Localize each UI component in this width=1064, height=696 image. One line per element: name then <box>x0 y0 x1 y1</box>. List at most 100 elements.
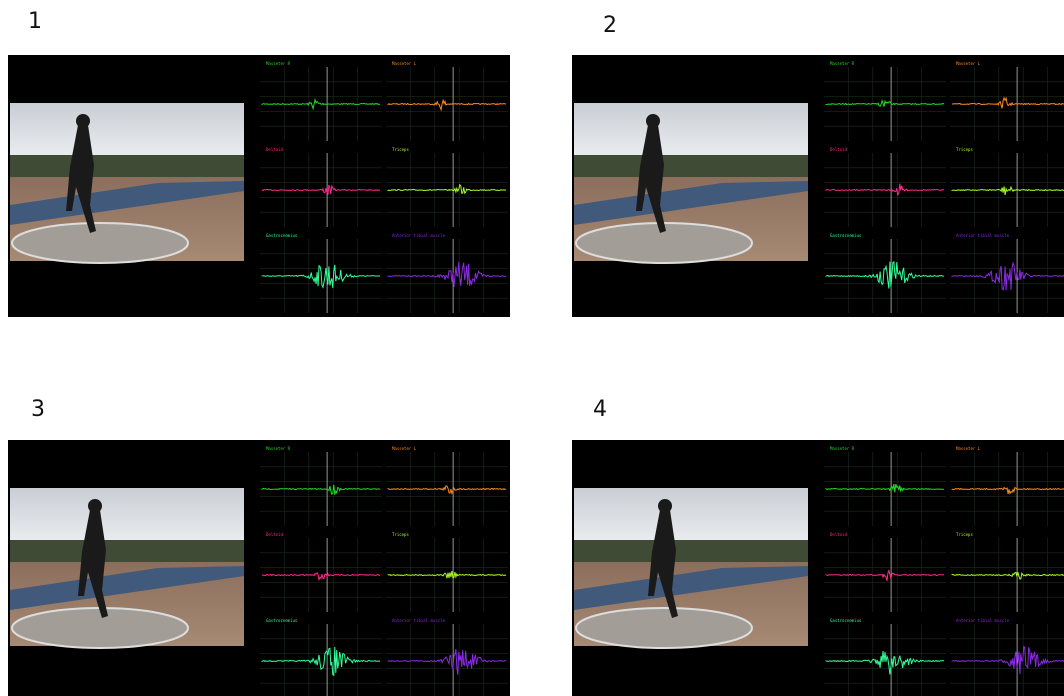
channel-name: Gastrocnemius <box>830 618 862 623</box>
channel-name: Deltoid <box>266 532 283 537</box>
emg-signal <box>387 183 507 195</box>
channel-name: Deltoid <box>266 147 283 152</box>
emg-signal <box>387 98 507 112</box>
emg-scope: Triceps <box>386 532 508 612</box>
emg-signal <box>951 645 1064 674</box>
emg-signal <box>387 261 507 288</box>
panel: Masseter R Masseter L Deltoid Triceps Gastro… <box>572 55 1064 317</box>
video-frame <box>10 103 244 264</box>
video-frame <box>574 103 808 264</box>
athlete-head <box>76 114 90 128</box>
channel-name: Triceps <box>392 532 409 537</box>
channel-name: Masseter L <box>956 446 981 451</box>
athlete-head <box>658 499 672 513</box>
sky <box>10 488 244 548</box>
emg-scope: Gastrocnemius <box>824 618 946 696</box>
emg-scope: Deltoid <box>824 147 946 227</box>
emg-signal <box>261 571 380 582</box>
emg-signal <box>951 185 1064 195</box>
panel-label: 1 <box>28 9 42 34</box>
panel: Masseter R Masseter L Deltoid Triceps Gastro… <box>572 440 1064 696</box>
emg-scope: Anterior tibial muscle <box>386 233 508 313</box>
channel-name: Anterior tibial muscle <box>956 233 1010 238</box>
panel-label: 2 <box>603 13 617 38</box>
emg-signal <box>951 571 1064 580</box>
channel-name: Deltoid <box>830 532 847 537</box>
channel-name: Triceps <box>392 147 409 152</box>
channel-name: Anterior tibial muscle <box>956 618 1010 623</box>
athlete <box>66 125 96 233</box>
channel-name: Masseter L <box>392 61 417 66</box>
sky <box>10 103 244 163</box>
panel-label: 3 <box>31 397 45 422</box>
emg-signal <box>387 570 507 579</box>
throwing-circle <box>11 607 189 649</box>
athlete-head <box>646 114 660 128</box>
video-frame <box>574 488 808 649</box>
emg-scope: Masseter R <box>260 446 382 526</box>
trees <box>10 155 244 177</box>
channel-name: Masseter L <box>956 61 981 66</box>
emg-scope: Masseter L <box>950 61 1064 141</box>
channel-name: Anterior tibial muscle <box>392 618 446 623</box>
sky <box>574 488 808 548</box>
sky <box>574 103 808 163</box>
emg-scope: Masseter R <box>824 61 946 141</box>
trees <box>574 540 808 562</box>
channel-name: Masseter R <box>830 61 855 66</box>
emg-scope: Anterior tibial muscle <box>950 618 1064 696</box>
emg-signal <box>261 646 381 677</box>
emg-signal <box>952 96 1064 109</box>
emg-signal <box>951 486 1064 495</box>
trees <box>10 540 244 562</box>
athlete-head <box>88 499 102 513</box>
channel-name: Masseter R <box>266 446 291 451</box>
emg-scope: Gastrocnemius <box>260 233 382 313</box>
channel-name: Triceps <box>956 532 973 537</box>
emg-scope: Masseter R <box>260 61 382 141</box>
athlete <box>78 510 108 618</box>
emg-scope: Masseter L <box>386 61 508 141</box>
emg-signal <box>825 99 945 107</box>
emg-signal <box>261 484 381 496</box>
emg-signal <box>825 568 945 582</box>
emg-signal <box>387 649 507 675</box>
emg-scope: Masseter L <box>950 446 1064 526</box>
emg-scope: Triceps <box>386 147 508 227</box>
track-lane <box>10 181 244 225</box>
emg-signal <box>825 183 945 197</box>
emg-scope: Triceps <box>950 532 1064 612</box>
emg-scope: Gastrocnemius <box>260 618 382 696</box>
track-lane <box>574 181 808 225</box>
trees <box>574 155 808 177</box>
emg-scope: Deltoid <box>260 147 382 227</box>
channel-name: Gastrocnemius <box>830 233 862 238</box>
emg-signal <box>261 264 381 289</box>
channel-name: Triceps <box>956 147 973 152</box>
emg-scope: Masseter R <box>824 446 946 526</box>
emg-signal <box>825 483 944 493</box>
emg-signal <box>261 184 381 196</box>
emg-signal <box>951 261 1064 291</box>
panel-label: 4 <box>593 397 607 422</box>
throwing-circle <box>11 222 189 264</box>
track-lane <box>10 566 244 610</box>
throwing-circle <box>575 607 753 649</box>
emg-scope: Gastrocnemius <box>824 233 946 313</box>
video-frame <box>10 488 244 649</box>
channel-name: Masseter R <box>266 61 291 66</box>
track-lane <box>574 566 808 610</box>
emg-signal <box>261 97 381 111</box>
channel-name: Masseter L <box>392 446 417 451</box>
emg-signal <box>825 261 945 289</box>
emg-signal <box>825 651 945 675</box>
channel-name: Masseter R <box>830 446 855 451</box>
panel: Masseter R Masseter L Deltoid Triceps Gastro… <box>8 55 510 317</box>
emg-scope: Deltoid <box>260 532 382 612</box>
emg-scope: Anterior tibial muscle <box>386 618 508 696</box>
emg-scope: Deltoid <box>824 532 946 612</box>
channel-name: Gastrocnemius <box>266 233 298 238</box>
emg-signal <box>387 485 507 495</box>
emg-scope: Anterior tibial muscle <box>950 233 1064 313</box>
